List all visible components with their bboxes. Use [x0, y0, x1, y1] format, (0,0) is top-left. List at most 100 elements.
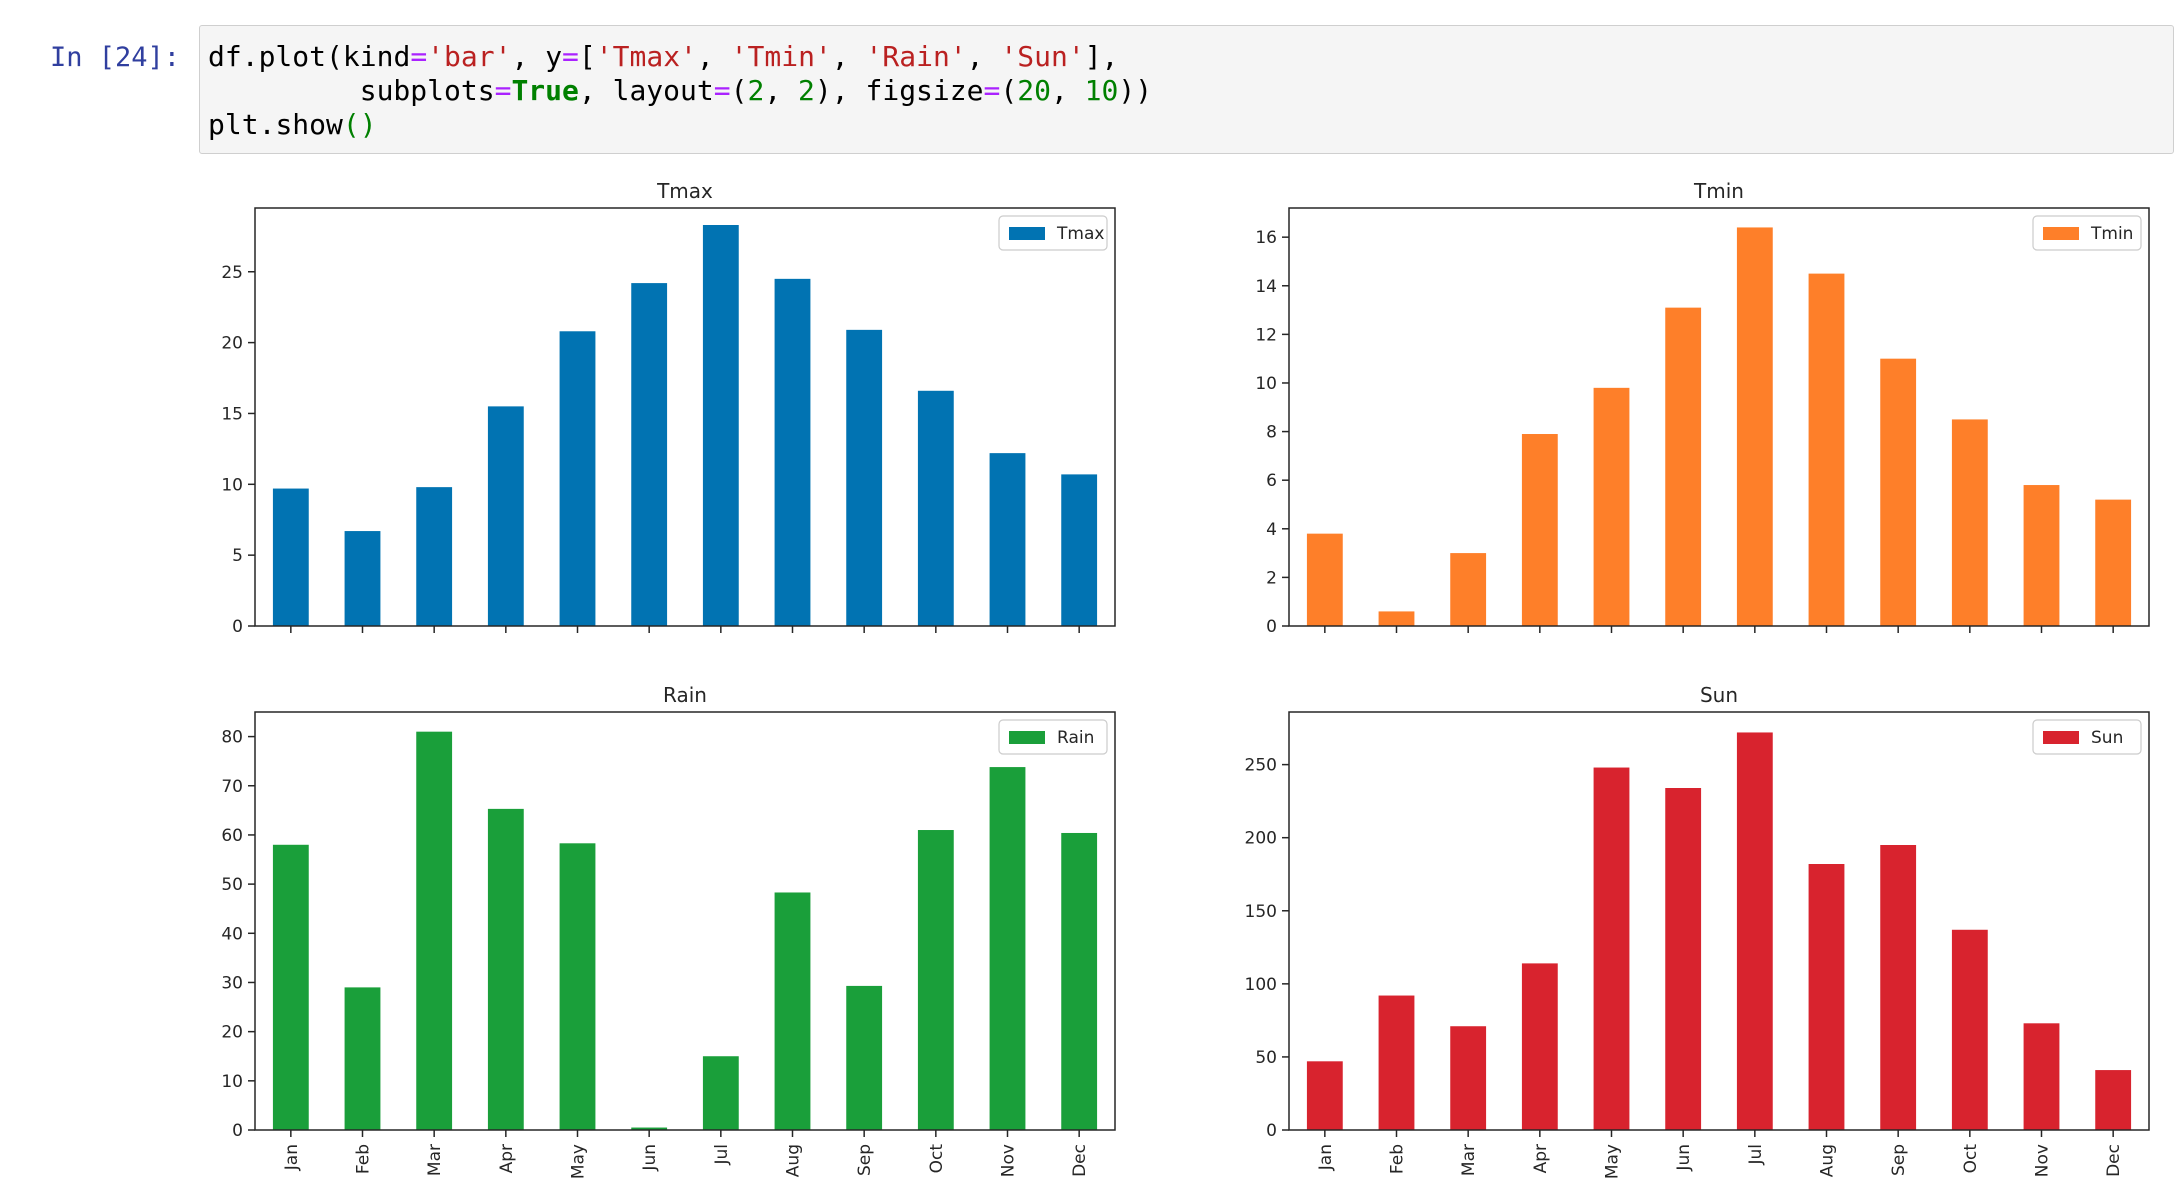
code-editor[interactable]: df.plot(kind='bar', y=['Tmax', 'Tmin', '… — [208, 40, 1152, 142]
bar-may — [1593, 767, 1630, 1130]
code-token: = — [494, 74, 512, 107]
code-token: , — [696, 40, 731, 73]
y-tick-label: 16 — [1255, 228, 1277, 248]
bar-jan — [272, 488, 309, 626]
bar-sep — [846, 329, 883, 626]
subplot-title: Tmax — [656, 179, 713, 203]
x-tick-label: Apr — [1531, 1144, 1551, 1173]
x-tick-label: Sep — [1889, 1144, 1909, 1176]
legend: Tmax — [998, 215, 1108, 251]
y-tick-label: 250 — [1245, 756, 1277, 776]
code-token: ( — [730, 74, 748, 107]
x-tick-label: Mar — [425, 1144, 445, 1176]
code-token: figsize — [865, 74, 984, 107]
bar-aug — [774, 892, 811, 1130]
subplot-rain: Rain 0 10 20 30 40 50 60 70 80 Jan Feb Mar Apr May Jun J… — [221, 683, 1116, 1179]
code-token: . — [258, 108, 276, 141]
x-tick-label: Nov — [2033, 1144, 2053, 1177]
y-tick-label: 5 — [232, 546, 243, 566]
axes-background — [1289, 208, 2149, 626]
y-tick-label: 50 — [221, 875, 243, 895]
code-token: plot — [258, 40, 327, 73]
code-token: . — [241, 40, 259, 73]
x-tick-label: Sep — [855, 1144, 875, 1176]
y-tick-label: 15 — [221, 404, 243, 424]
legend-label: Tmin — [2090, 224, 2133, 244]
x-tick-label: Mar — [1459, 1144, 1479, 1176]
code-token: show — [275, 108, 343, 141]
legend-swatch — [1009, 227, 1045, 240]
bar-nov — [2023, 1023, 2060, 1130]
y-tick-label: 100 — [1245, 975, 1277, 995]
bar-may — [1593, 387, 1630, 626]
code-token: layout — [612, 74, 714, 107]
x-tick-label: Dec — [2104, 1144, 2124, 1177]
axes-spines — [1288, 711, 2150, 1131]
bar-mar — [416, 731, 453, 1130]
code-token: = — [713, 74, 731, 107]
code-token: 'Rain' — [865, 40, 967, 73]
x-tick-label: Dec — [1070, 1144, 1090, 1177]
x-tick-label: Feb — [354, 1144, 374, 1174]
bar-sep — [846, 985, 883, 1130]
bar-jun — [1665, 307, 1702, 626]
code-token: , — [831, 40, 866, 73]
bar-dec — [2095, 1070, 2132, 1130]
code-token: plt — [208, 108, 259, 141]
figure: Tmax 0 5 10 15 20 25 Tmax Tmin 0 2 4 6 8 10 12 14 16 Tmin R… — [221, 179, 2150, 1179]
code-token: ( — [1000, 74, 1018, 107]
y-tick-label: 10 — [1255, 374, 1277, 394]
cell-output: Tmax 0 5 10 15 20 25 Tmax Tmin 0 2 4 6 8 10 12 14 16 Tmin R… — [199, 160, 2174, 1194]
code-token: = — [410, 40, 428, 73]
code-token: 20 — [1017, 74, 1051, 107]
axes-spines — [254, 207, 1116, 627]
bar-oct — [1951, 419, 1988, 626]
code-token: () — [342, 108, 377, 141]
subplot-title: Tmin — [1693, 179, 1744, 203]
code-token: True — [511, 74, 579, 107]
y-tick-label: 200 — [1245, 829, 1277, 849]
y-tick-label: 80 — [221, 728, 243, 748]
legend-swatch — [2043, 227, 2079, 240]
bar-nov — [989, 767, 1026, 1130]
x-tick-label: Jun — [1674, 1144, 1694, 1172]
bar-jul — [702, 225, 739, 626]
code-token: ( — [326, 40, 343, 73]
legend-box — [2032, 215, 2142, 251]
legend-box — [2032, 719, 2142, 755]
code-cell-input[interactable]: df.plot(kind='bar', y=['Tmax', 'Tmin', '… — [199, 25, 2174, 154]
code-token: , — [764, 74, 799, 107]
y-tick-label: 12 — [1255, 325, 1277, 345]
bar-jan — [1306, 533, 1343, 626]
code-token: kind — [342, 40, 411, 73]
code-token: 'Sun' — [1000, 40, 1085, 73]
legend-label: Tmax — [1056, 224, 1104, 244]
y-tick-label: 4 — [1266, 520, 1277, 540]
code-token: ], — [1084, 40, 1119, 73]
code-token: 2 — [747, 74, 765, 107]
y-tick-label: 60 — [221, 826, 243, 846]
subplot-tmin: Tmin 0 2 4 6 8 10 12 14 16 Tmin — [1255, 179, 2150, 637]
code-token: df — [208, 40, 242, 73]
x-tick-label: Oct — [927, 1144, 947, 1174]
code-token: [ — [578, 40, 596, 73]
x-tick-label: Oct — [1961, 1144, 1981, 1174]
code-token: 'Tmin' — [730, 40, 832, 73]
x-tick-label: Jul — [1746, 1144, 1766, 1166]
y-tick-label: 0 — [232, 617, 243, 637]
code-token: = — [562, 40, 579, 73]
legend-box — [998, 719, 1108, 755]
subplot-title: Sun — [1700, 683, 1738, 707]
bar-apr — [487, 406, 524, 626]
code-token: , — [1050, 74, 1085, 107]
x-tick-label: Apr — [497, 1144, 517, 1173]
y-tick-label: 2 — [1266, 568, 1277, 588]
y-tick-label: 14 — [1255, 277, 1277, 297]
code-token: , — [966, 40, 1001, 73]
legend-label: Rain — [1057, 728, 1094, 748]
bar-jul — [702, 1056, 739, 1130]
bar-jul — [1736, 227, 1773, 626]
bar-jul — [1736, 732, 1773, 1130]
bar-sep — [1880, 358, 1917, 626]
axes-background — [255, 712, 1115, 1130]
